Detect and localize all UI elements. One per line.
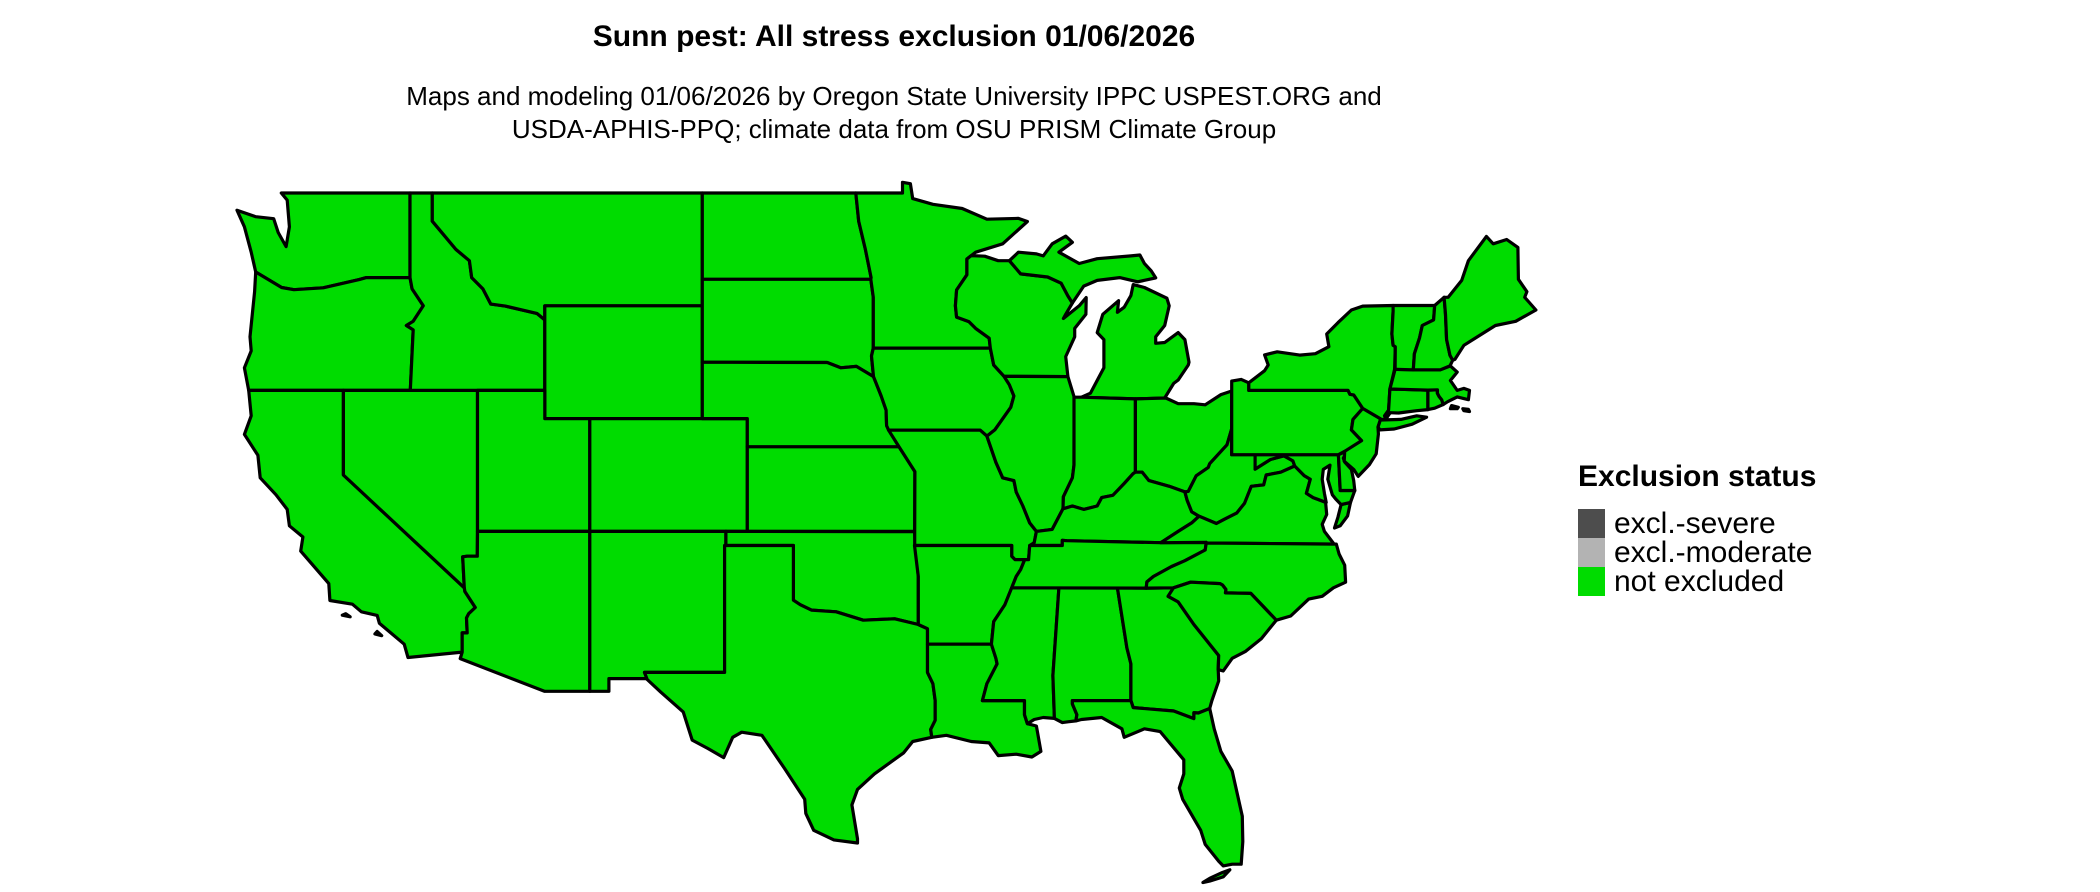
state-SC	[1166, 580, 1278, 673]
legend-swatch-severe	[1578, 509, 1605, 538]
legend-label: excl.-moderate	[1614, 536, 1813, 569]
state-CT	[1382, 387, 1430, 421]
subtitle-line-2: USDA-APHIS-PPQ; climate data from OSU PR…	[511, 114, 1277, 144]
state-island-marthas-vineyard	[1448, 404, 1460, 411]
state-CO	[588, 417, 749, 534]
state-ME	[1442, 234, 1538, 362]
state-MI	[1079, 283, 1191, 401]
legend-item-not-excluded: not excluded	[1578, 565, 1816, 598]
legend-label: not excluded	[1614, 565, 1785, 598]
legend-swatch-moderate	[1578, 538, 1605, 567]
legend-label: excl.-severe	[1614, 507, 1776, 540]
state-KS	[745, 445, 917, 534]
legend: Exclusion status excl.-severe excl.-mode…	[1578, 460, 1817, 598]
map-subtitle: Maps and modeling 01/06/2026 by Oregon S…	[0, 80, 1788, 146]
subtitle-line-1: Maps and modeling 01/06/2026 by Oregon S…	[406, 81, 1382, 111]
state-AZ	[458, 529, 592, 693]
page-title: Sunn pest: All stress exclusion 01/06/20…	[592, 20, 1196, 53]
state-WY	[543, 304, 704, 421]
state-ND	[700, 191, 873, 281]
state-FL	[1070, 698, 1245, 868]
legend-swatch-not-excluded	[1578, 567, 1605, 596]
state-island-nantucket	[1461, 407, 1472, 414]
map-header: Sunn pest: All stress exclusion 01/06/20…	[0, 0, 1788, 146]
state-OR	[242, 270, 425, 392]
state-island-channel-north	[340, 612, 352, 619]
legend-item-severe: excl.-severe	[1578, 507, 1816, 540]
state-island-channel-south	[373, 629, 384, 638]
state-MD	[1253, 453, 1357, 507]
legend-title: Exclusion status	[1578, 460, 1817, 493]
state-VA-shore	[1332, 500, 1353, 530]
state-TX	[642, 543, 937, 845]
legend-item-moderate: excl.-moderate	[1578, 536, 1816, 569]
state-NM	[588, 529, 728, 693]
state-FL-keys	[1201, 868, 1232, 885]
state-MI-UP	[1007, 234, 1158, 305]
